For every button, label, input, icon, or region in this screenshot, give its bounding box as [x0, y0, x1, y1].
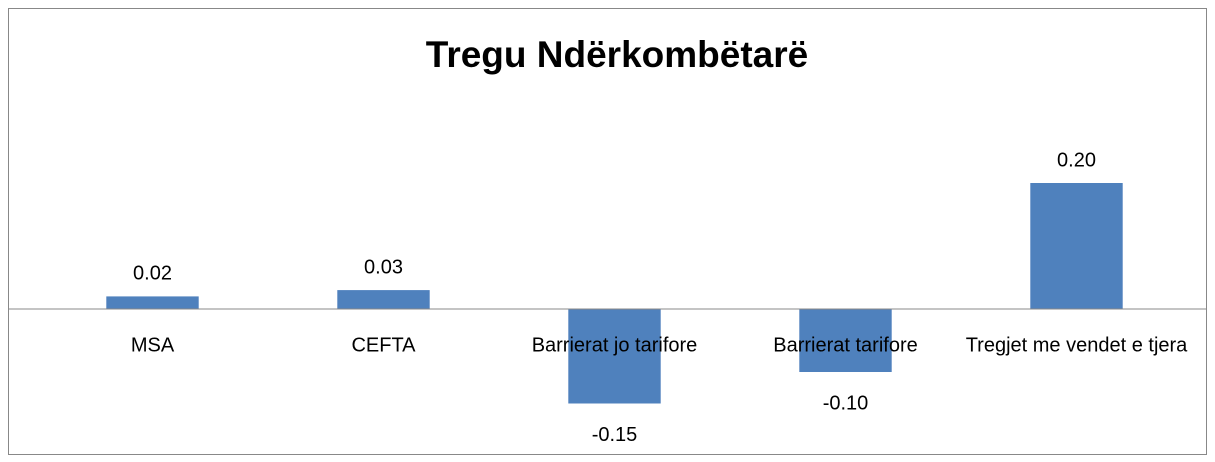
chart-title: Tregu Ndërkombëtarë — [426, 34, 808, 75]
x-tick-label: CEFTA — [351, 334, 416, 356]
bar — [568, 309, 661, 404]
x-tick-label: Barrierat tarifore — [773, 334, 918, 356]
bar — [337, 290, 430, 309]
x-tick-label: Barrierat jo tarifore — [532, 334, 698, 356]
data-label: -0.15 — [592, 424, 638, 446]
x-tick-label: MSA — [131, 334, 175, 356]
bar — [1030, 183, 1123, 309]
x-tick-label: Tregjet me vendet e tjera — [966, 334, 1188, 356]
bar — [799, 309, 892, 372]
data-label: 0.02 — [133, 263, 172, 285]
data-label: 0.03 — [364, 256, 403, 278]
bar — [106, 296, 199, 309]
data-label: 0.20 — [1057, 149, 1096, 171]
data-label: -0.10 — [823, 392, 869, 414]
